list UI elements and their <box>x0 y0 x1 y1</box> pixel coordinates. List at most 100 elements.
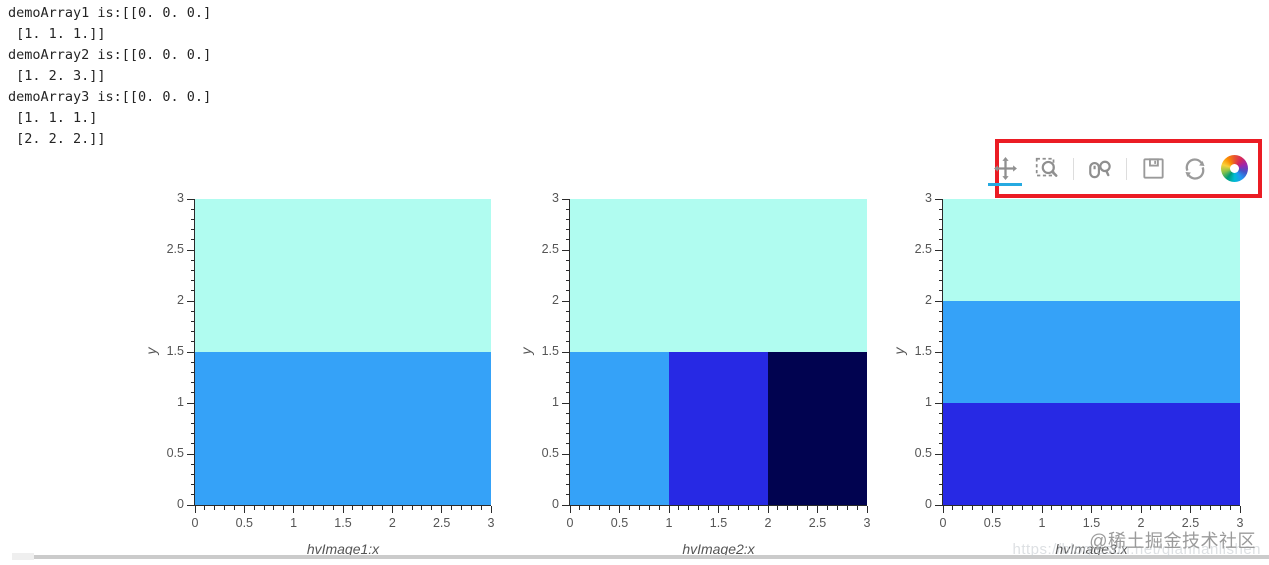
x-minor-tick <box>451 506 453 510</box>
x-minor-tick <box>214 506 216 510</box>
y-tick-label: 0.5 <box>166 446 184 460</box>
y-minor-tick <box>565 218 569 220</box>
y-minor-tick <box>190 218 194 220</box>
x-minor-tick <box>224 506 226 510</box>
x-minor-tick <box>737 506 739 510</box>
x-minor-tick <box>411 506 413 510</box>
pan-tool-button[interactable] <box>988 152 1022 186</box>
y-tick-label: 2 <box>177 293 184 307</box>
y-minor-tick <box>938 361 942 363</box>
y-major-tick <box>187 453 194 455</box>
y-tick-label: 0.5 <box>541 446 559 460</box>
y-minor-tick <box>190 412 194 414</box>
x-minor-tick <box>460 506 462 510</box>
plot-canvas-hvImage3[interactable] <box>943 199 1240 505</box>
x-tick-label: 2 <box>388 516 396 530</box>
x-axis-line <box>942 505 1240 506</box>
y-minor-tick <box>938 412 942 414</box>
y-minor-tick <box>190 473 194 475</box>
x-axis-label-hvImage3: hvImage3:x <box>1055 541 1128 557</box>
x-minor-tick <box>263 506 265 510</box>
y-minor-tick <box>565 310 569 312</box>
x-major-tick <box>767 506 769 513</box>
x-minor-tick <box>1021 506 1023 510</box>
y-minor-tick <box>190 310 194 312</box>
y-minor-tick <box>565 269 569 271</box>
watermark-url: https://blog.csdn.net/qianhanlishen <box>1012 541 1261 558</box>
y-minor-tick <box>938 463 942 465</box>
wheel-zoom-tool-button[interactable] <box>1084 152 1116 186</box>
x-minor-tick <box>708 506 710 510</box>
y-major-tick <box>562 351 569 353</box>
x-major-tick <box>718 506 719 513</box>
y-minor-tick <box>565 412 569 414</box>
horizontal-scrollbar[interactable] <box>34 555 1269 559</box>
y-minor-tick <box>190 494 194 496</box>
y-minor-tick <box>938 239 942 241</box>
y-minor-tick <box>938 310 942 312</box>
y-minor-tick <box>190 290 194 292</box>
x-major-tick <box>243 506 245 513</box>
bokeh-logo[interactable] <box>1221 155 1248 182</box>
y-minor-tick <box>190 208 194 210</box>
x-major-tick <box>866 506 868 513</box>
x-minor-tick <box>962 506 964 510</box>
y-minor-tick <box>190 341 194 343</box>
x-minor-tick <box>233 506 235 510</box>
y-tick-label: 0 <box>925 497 932 511</box>
x-tick-label: 2.5 <box>432 516 451 530</box>
y-minor-tick <box>190 371 194 373</box>
x-tick-label: 3 <box>487 516 495 530</box>
plot-canvas-hvImage2[interactable] <box>570 199 867 505</box>
x-minor-tick <box>1209 506 1211 510</box>
x-tick-label: 1 <box>290 516 298 530</box>
x-minor-tick <box>332 506 334 510</box>
x-minor-tick <box>757 506 759 510</box>
y-minor-tick <box>190 382 194 384</box>
x-minor-tick <box>1229 506 1231 510</box>
y-tick-label: 1 <box>925 395 932 409</box>
y-major-tick <box>935 453 942 455</box>
x-minor-tick <box>982 506 984 510</box>
x-major-tick <box>942 506 944 513</box>
x-major-tick <box>391 506 393 513</box>
y-minor-tick <box>190 392 194 394</box>
y-minor-tick <box>938 382 942 384</box>
x-tick-label: 0 <box>939 516 947 530</box>
x-minor-tick <box>1130 506 1132 510</box>
y-minor-tick <box>565 320 569 322</box>
heatmap-cell-value-1 <box>943 301 1240 403</box>
y-minor-tick <box>938 473 942 475</box>
x-axis-label-hvImage2: hvImage2:x <box>682 541 755 557</box>
y-tick-label: 1.5 <box>541 344 559 358</box>
x-minor-tick <box>658 506 660 510</box>
x-minor-tick <box>352 506 354 510</box>
y-axis-label: y <box>518 347 534 355</box>
x-minor-tick <box>381 506 383 510</box>
y-minor-tick <box>938 443 942 445</box>
heatmap-cell-value-0 <box>943 199 1240 301</box>
x-minor-tick <box>421 506 423 510</box>
x-minor-tick <box>1150 506 1152 510</box>
y-minor-tick <box>565 484 569 486</box>
x-minor-tick <box>204 506 206 510</box>
console-output: demoArray1 is:[[0. 0. 0.] [1. 1. 1.]] de… <box>8 5 212 147</box>
x-tick-label: 0 <box>566 516 574 530</box>
save-icon <box>1142 158 1164 179</box>
bokeh-toolbar <box>988 152 1248 186</box>
x-minor-tick <box>1170 506 1172 510</box>
y-minor-tick <box>938 484 942 486</box>
y-tick-label: 2 <box>552 293 559 307</box>
y-major-tick <box>562 504 569 506</box>
reset-tool-button[interactable] <box>1179 152 1211 186</box>
y-minor-tick <box>190 484 194 486</box>
box-zoom-tool-button[interactable] <box>1031 152 1063 186</box>
save-tool-button[interactable] <box>1137 152 1169 186</box>
x-minor-tick <box>1011 506 1013 510</box>
x-minor-tick <box>579 506 581 510</box>
y-axis-line <box>569 199 570 506</box>
y-minor-tick <box>938 331 942 333</box>
y-tick-label: 3 <box>552 191 559 205</box>
heatmap-cell-value-2 <box>943 403 1240 505</box>
plot-canvas-hvImage1[interactable] <box>195 199 491 505</box>
